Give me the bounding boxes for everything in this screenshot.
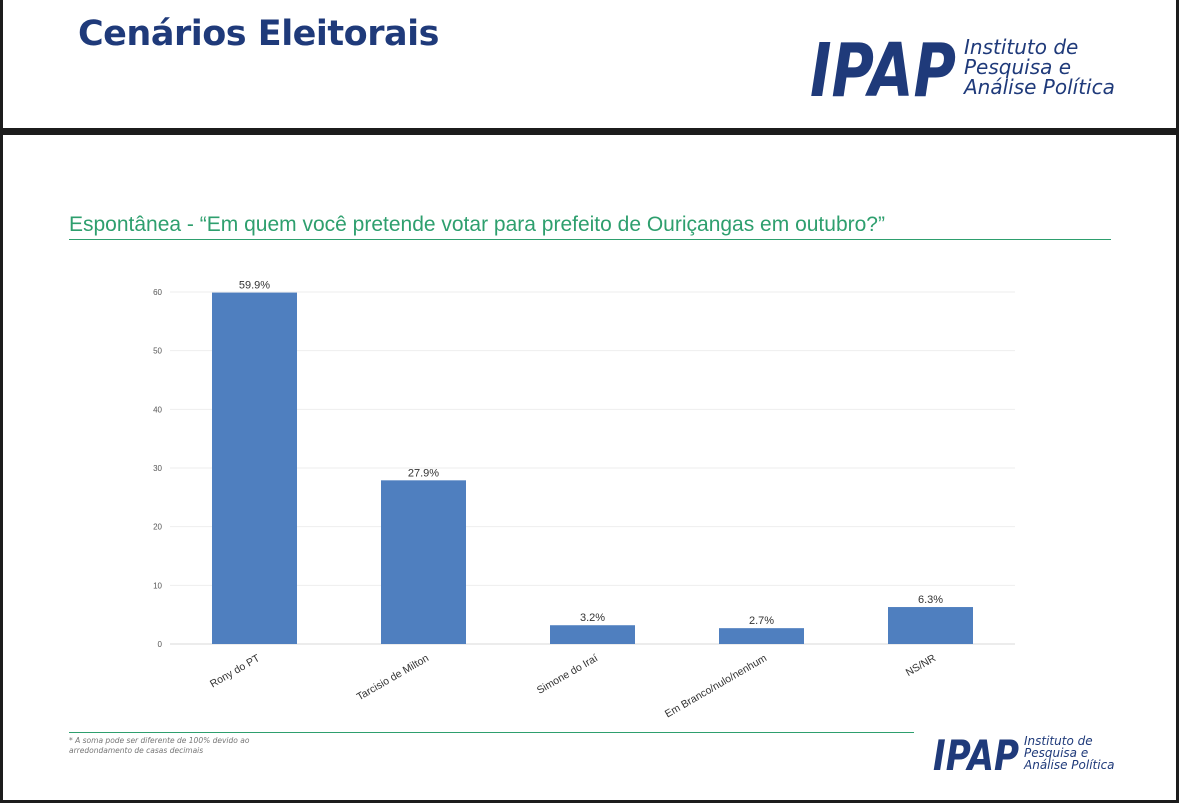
ipap-logo-mark-text: IPAP xyxy=(810,32,956,102)
y-tick-label: 10 xyxy=(153,581,162,590)
logo-small-institute-name: Instituto de Pesquisa e Análise Política xyxy=(1024,735,1115,771)
x-tick-label: Tarcisio de Milton xyxy=(355,652,431,703)
logo-small-line-2: Pesquisa e xyxy=(1024,746,1089,760)
header-band xyxy=(0,0,1179,135)
ipap-logo-small-mark-text: IPAP xyxy=(933,733,1019,773)
bar xyxy=(381,480,466,644)
ipap-logo: IPAP Instituto de Pesquisa e Análise Pol… xyxy=(808,32,1115,102)
data-label: 3.2% xyxy=(580,612,605,624)
footnote-divider xyxy=(69,732,914,733)
survey-question: Espontânea - “Em quem você pretende vota… xyxy=(69,213,1111,240)
y-tick-label: 30 xyxy=(153,464,162,473)
data-label: 27.9% xyxy=(408,467,439,479)
y-tick-label: 0 xyxy=(158,640,163,649)
bar xyxy=(550,625,635,644)
bar xyxy=(888,607,973,644)
footnote: * A soma pode ser diferente de 100% devi… xyxy=(69,736,250,755)
logo-line-1: Instituto de xyxy=(964,35,1079,59)
y-tick-label: 50 xyxy=(153,347,162,356)
logo-line-3: Análise Política xyxy=(964,75,1115,99)
ipap-logo-small: IPAP Instituto de Pesquisa e Análise Pol… xyxy=(932,733,1115,773)
x-tick-label: NS/NR xyxy=(904,652,939,679)
vote-intention-bar-chart: 0 10 20 30 40 50 60 59.9% Rony do PT 27.9% Tarcisi… xyxy=(153,280,1015,720)
logo-small-line-1: Instituto de xyxy=(1024,734,1093,748)
x-tick-label: Rony do PT xyxy=(208,652,263,690)
ipap-logo-small-mark: IPAP xyxy=(933,733,1019,773)
ipap-logo-mark: IPAP xyxy=(810,32,956,102)
x-tick-label: Simone do Iraí xyxy=(535,652,600,697)
page-title: Cenários Eleitorais xyxy=(78,14,439,54)
bar xyxy=(719,628,804,644)
logo-line-2: Pesquisa e xyxy=(964,55,1072,79)
y-tick-label: 40 xyxy=(153,405,162,414)
y-tick-label: 20 xyxy=(153,523,162,532)
data-label: 59.9% xyxy=(239,280,270,292)
logo-institute-name: Instituto de Pesquisa e Análise Política xyxy=(964,37,1115,97)
logo-small-line-3: Análise Política xyxy=(1024,758,1115,772)
data-label: 6.3% xyxy=(918,594,943,606)
bar xyxy=(212,292,297,644)
data-label: 2.7% xyxy=(749,615,774,627)
y-tick-label: 60 xyxy=(153,288,162,297)
x-tick-label: Em Branco/nulo/nenhum xyxy=(663,652,769,720)
